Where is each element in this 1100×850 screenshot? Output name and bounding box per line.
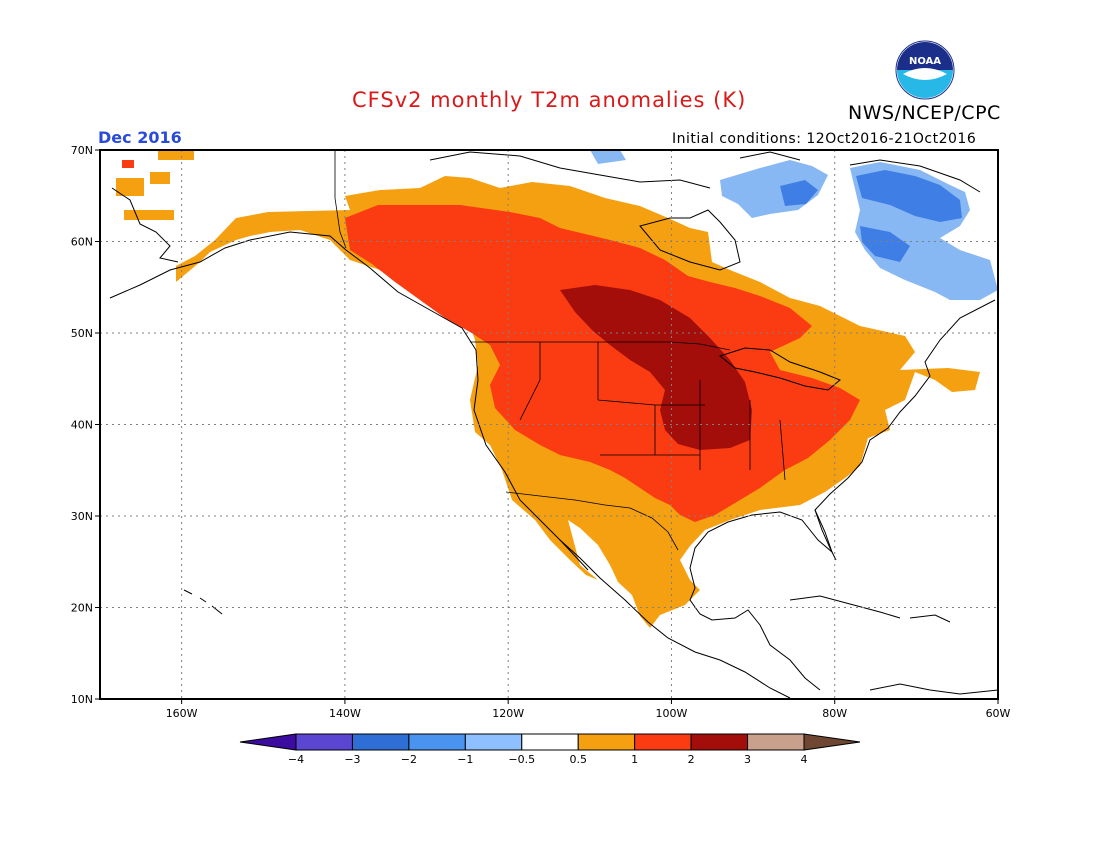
colorbar-box	[690, 733, 749, 751]
cuba	[789, 595, 901, 619]
strong-cool-anomaly-area	[860, 226, 910, 262]
alaska-west-coastline	[111, 187, 179, 263]
colorbar-label: 4	[801, 753, 808, 766]
latitude-tick-label: 70N	[71, 144, 93, 157]
initial-conditions-label: Initial conditions: 12Oct2016-21Oct2016	[672, 131, 977, 147]
organization-label: NWS/NCEP/CPC	[848, 102, 1001, 124]
canada-us-border	[470, 341, 731, 351]
colorbar-label: 3	[744, 753, 751, 766]
latitude-tick-label: 30N	[71, 510, 93, 523]
hudson-bay-coastline	[639, 209, 741, 271]
noaa-logo-text: NOAA	[909, 56, 941, 67]
political-boundaries	[334, 150, 786, 551]
warm-anomaly-patch	[122, 160, 134, 168]
us-mexico-border	[505, 491, 679, 551]
longitude-tick-label: 100W	[656, 707, 688, 720]
latitude-tick-label: 20N	[71, 602, 93, 615]
colorbar-label: −1	[457, 753, 473, 766]
colorbar-box	[747, 733, 805, 751]
valid-month-label: Dec 2016	[98, 128, 182, 147]
colorbar-label: 0.5	[569, 753, 587, 766]
colorbar-box	[351, 733, 410, 751]
warm-anomaly-patch	[116, 178, 144, 196]
colorbar-label: 1	[631, 753, 638, 766]
latitude-labels: 70N 60N 50N 40N 30N 20N 10N	[71, 144, 100, 706]
longitude-tick-label: 120W	[492, 707, 524, 720]
longitude-tick-label: 80W	[822, 707, 847, 720]
colorbar-box	[521, 733, 579, 751]
atlantic-coastline	[689, 299, 996, 691]
anomaly-shading-layer	[116, 150, 998, 628]
coastlines-layer	[109, 151, 999, 699]
latitude-tick-label: 60N	[71, 236, 93, 249]
warm-anomaly-patch	[150, 172, 170, 184]
colorbar-label: −2	[401, 753, 417, 766]
colorbar-box	[464, 733, 523, 751]
cool-anomaly-area	[590, 150, 626, 164]
latitude-tick-label: 40N	[71, 419, 93, 432]
gulf-of-california	[559, 539, 589, 571]
alaska-coastline	[109, 231, 347, 299]
strong-warm-anomaly-area	[345, 205, 860, 522]
longitude-tick-label: 140W	[329, 707, 361, 720]
colorbar-box	[634, 733, 692, 751]
alaska-canada-border	[334, 150, 347, 249]
cool-anomaly-area	[720, 160, 828, 218]
florida-peninsula	[814, 509, 837, 561]
longitude-tick-label: 160W	[166, 707, 198, 720]
colorbar-box	[295, 733, 353, 751]
great-lakes	[718, 347, 841, 391]
latitude-tick-label: 10N	[71, 693, 93, 706]
cool-anomaly-area	[850, 162, 998, 300]
colorbar	[239, 733, 861, 751]
colorbar-labels: −4 −3 −2 −1 −0.5 0.5 1 2 3 4	[288, 753, 808, 766]
arctic-islands	[429, 151, 981, 193]
warm-anomaly-patch	[124, 210, 174, 220]
colorbar-label: −3	[344, 753, 360, 766]
colorbar-label: −4	[288, 753, 304, 766]
colorbar-box	[577, 733, 636, 751]
map-title: CFSv2 monthly T2m anomalies (K)	[352, 88, 747, 112]
strong-cool-anomaly-area	[856, 170, 962, 222]
warm-anomaly-area	[176, 176, 980, 628]
colorbar-high-arrow	[803, 733, 861, 751]
colorbar-low-arrow	[239, 733, 297, 751]
hispaniola	[909, 614, 951, 623]
strong-cool-anomaly-area	[780, 180, 818, 206]
colorbar-label: −0.5	[508, 753, 535, 766]
noaa-logo: NOAA	[895, 40, 955, 100]
latitude-tick-label: 50N	[71, 327, 93, 340]
longitude-labels: 160W 140W 120W 100W 80W 60W	[166, 699, 1011, 720]
us-state-lines	[519, 342, 786, 481]
longitude-tick-label: 60W	[986, 707, 1011, 720]
colorbar-label: 2	[688, 753, 695, 766]
pacific-coastline	[345, 249, 791, 699]
strongest-warm-anomaly-area	[560, 285, 752, 450]
warm-anomaly-patch	[158, 150, 194, 160]
map-grid	[100, 150, 998, 699]
colorbar-box	[408, 733, 466, 751]
map-frame	[99, 149, 999, 700]
south-america-coast	[869, 683, 999, 695]
hawaii-islands	[183, 589, 223, 615]
